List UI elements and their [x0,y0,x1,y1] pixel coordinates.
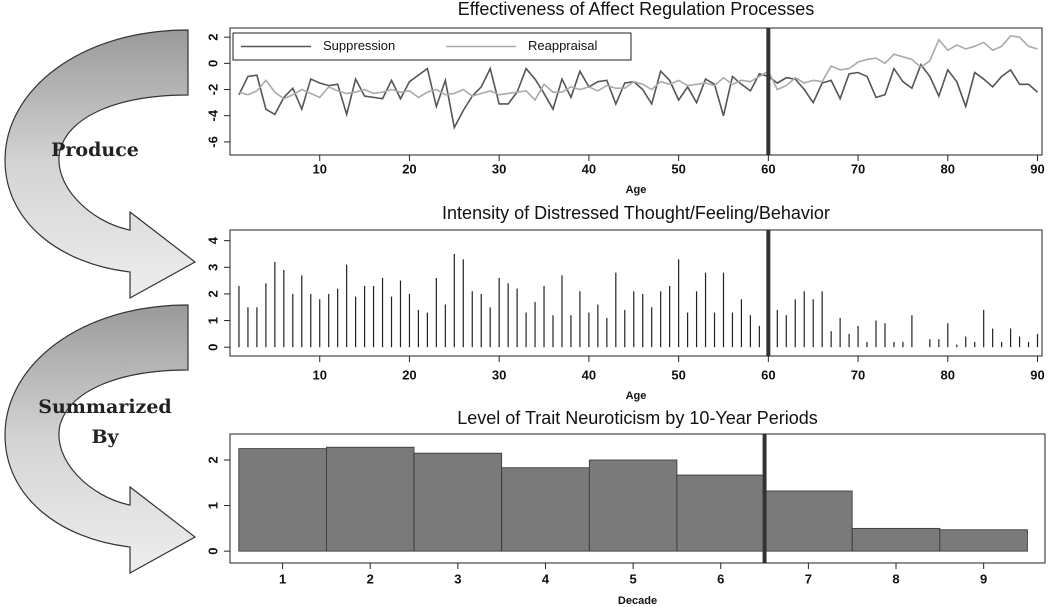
chart-title: Intensity of Distressed Thought/Feeling/… [442,203,830,223]
x-tick-label: 60 [761,367,775,382]
x-tick-label: 20 [402,367,416,382]
x-tick-label: 30 [492,367,506,382]
x-tick-label: 90 [1030,161,1044,176]
x-tick-label: 4 [542,571,550,586]
bar [413,452,503,552]
chart-title: Effectiveness of Affect Regulation Proce… [458,0,815,19]
y-tick-label: 2 [205,290,220,297]
plot-frame [229,229,1043,357]
bar [939,529,1028,552]
x-tick-label: 1 [279,571,286,586]
x-axis-label: Decade [618,595,657,607]
x-tick-label: 30 [492,161,506,176]
x-tick-label: 9 [980,571,987,586]
x-axis-label: Age [626,390,647,402]
x-tick-label: 10 [312,367,326,382]
x-tick-label: 7 [805,571,812,586]
x-tick-label: 2 [367,571,374,586]
y-tick-label: 0 [205,548,220,555]
y-tick-label: -4 [205,109,220,121]
y-tick-label: 1 [205,317,220,324]
chart-title: Level of Trait Neuroticism by 10-Year Pe… [457,408,818,428]
x-tick-label: 6 [717,571,724,586]
legend-label: Reappraisal [528,38,597,53]
y-tick-label: 0 [205,344,220,351]
arrow-label: Summarized By [38,396,172,448]
arrow [4,29,197,300]
line [238,63,1039,130]
y-tick-label: 4 [205,236,220,244]
x-tick-label: 3 [454,571,461,586]
plot-frame [229,433,1046,564]
y-tick-label: 2 [205,456,220,463]
x-tick-label: 70 [851,367,865,382]
y-tick-label: -2 [205,84,220,96]
x-axis-label: Age [626,184,647,196]
bar [676,474,765,552]
x-tick-label: 60 [761,161,775,176]
x-tick-label: 10 [312,161,326,176]
x-tick-label: 5 [630,571,637,586]
y-tick-label: 1 [205,502,220,509]
x-tick-label: 40 [582,367,596,382]
bar [238,448,327,552]
y-tick-label: 0 [205,60,220,67]
plot-frame [229,27,1043,156]
bar [588,459,678,552]
line [238,35,1038,102]
arrow [4,304,197,575]
y-tick-label: -6 [205,136,220,148]
x-tick-label: 40 [582,161,596,176]
x-tick-label: 80 [941,367,955,382]
x-tick-label: 70 [851,161,865,176]
y-tick-label: 3 [205,264,220,271]
bar [851,527,941,552]
x-tick-label: 50 [671,161,685,176]
x-tick-label: 90 [1030,367,1044,382]
x-tick-label: 80 [941,161,955,176]
legend-label: Suppression [323,38,395,53]
x-tick-label: 20 [402,161,416,176]
x-tick-label: 50 [671,367,685,382]
arrow-label: Produce [51,139,139,161]
bar [501,467,590,552]
bar [325,446,415,552]
x-tick-label: 8 [892,571,899,586]
y-tick-label: 2 [205,34,220,41]
bar [764,490,853,552]
